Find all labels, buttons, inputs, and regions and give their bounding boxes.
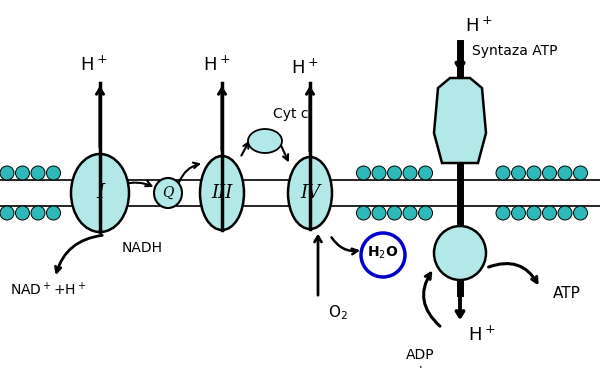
Text: Syntaza ATP: Syntaza ATP: [472, 44, 557, 58]
Circle shape: [496, 206, 510, 220]
Text: H$^+$: H$^+$: [468, 325, 496, 344]
Circle shape: [356, 166, 371, 180]
Text: O$_2$: O$_2$: [328, 303, 348, 322]
Text: H$^+$: H$^+$: [465, 17, 493, 36]
Circle shape: [372, 166, 386, 180]
Ellipse shape: [434, 226, 486, 280]
Circle shape: [372, 206, 386, 220]
Circle shape: [361, 233, 405, 277]
Circle shape: [574, 206, 587, 220]
Circle shape: [0, 206, 14, 220]
Circle shape: [16, 166, 29, 180]
Circle shape: [403, 166, 417, 180]
Text: III: III: [211, 184, 233, 202]
Text: H$^+$: H$^+$: [80, 56, 108, 75]
Ellipse shape: [248, 129, 282, 153]
Bar: [0, 180, 600, 206]
Text: ADP
+
P$_i$: ADP + P$_i$: [406, 348, 434, 368]
Ellipse shape: [200, 156, 244, 230]
Ellipse shape: [154, 178, 182, 208]
Circle shape: [511, 166, 526, 180]
Circle shape: [0, 166, 14, 180]
Circle shape: [527, 166, 541, 180]
Circle shape: [558, 166, 572, 180]
Text: IV: IV: [300, 184, 320, 202]
Text: Q: Q: [163, 186, 173, 200]
Ellipse shape: [288, 157, 332, 229]
Circle shape: [574, 166, 587, 180]
Text: H$^+$: H$^+$: [291, 59, 319, 78]
Circle shape: [388, 206, 401, 220]
Circle shape: [542, 206, 557, 220]
Text: H$_2$O: H$_2$O: [367, 245, 399, 261]
Polygon shape: [434, 78, 486, 163]
Circle shape: [31, 206, 45, 220]
Circle shape: [356, 206, 371, 220]
Circle shape: [419, 206, 433, 220]
Circle shape: [496, 166, 510, 180]
Circle shape: [558, 206, 572, 220]
Circle shape: [527, 206, 541, 220]
Text: NAD$^+$+H$^+$: NAD$^+$+H$^+$: [10, 281, 86, 298]
Circle shape: [511, 206, 526, 220]
Text: I: I: [96, 184, 104, 202]
Circle shape: [47, 166, 61, 180]
Text: H$^+$: H$^+$: [203, 56, 231, 75]
Text: Cyt c: Cyt c: [273, 107, 308, 121]
Circle shape: [388, 166, 401, 180]
Text: ATP: ATP: [553, 286, 581, 301]
Circle shape: [403, 206, 417, 220]
Circle shape: [419, 166, 433, 180]
Circle shape: [16, 206, 29, 220]
Ellipse shape: [71, 154, 129, 232]
Text: NADH: NADH: [122, 241, 163, 255]
Circle shape: [31, 166, 45, 180]
Circle shape: [47, 206, 61, 220]
Circle shape: [542, 166, 557, 180]
